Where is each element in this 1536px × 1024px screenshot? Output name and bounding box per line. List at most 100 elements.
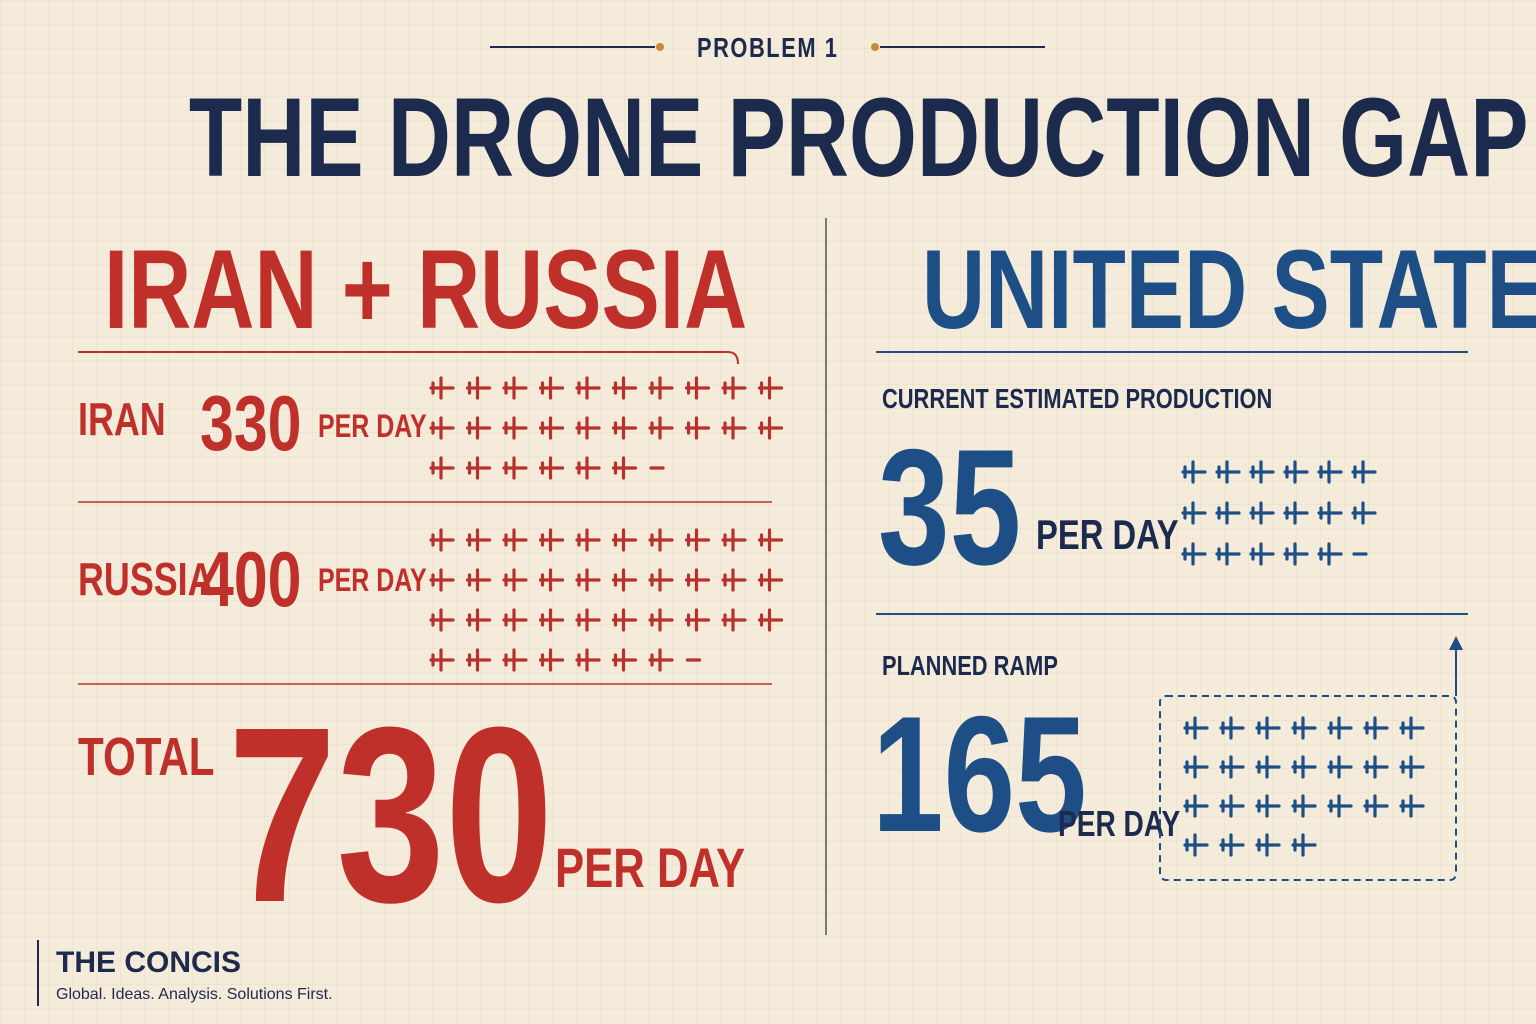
right-heading: UNITED STATES [922, 227, 1536, 352]
drone-icon [465, 568, 492, 592]
drone-icon [502, 456, 528, 480]
drone-icon [648, 648, 674, 672]
drone-icon [575, 568, 601, 592]
drone-icon [721, 608, 747, 632]
row-label: RUSSIA [78, 553, 214, 605]
tagline: Global. Ideas. Analysis. Solutions First… [56, 986, 333, 1003]
drone-icon [648, 416, 674, 440]
drone-icon [1283, 501, 1309, 525]
row-value: 330 [200, 379, 302, 467]
drone-icon [429, 416, 455, 440]
drone-icon [465, 416, 492, 440]
drone-icon [1283, 542, 1309, 566]
total-label: TOTAL [78, 727, 215, 787]
drone-icon [429, 648, 455, 672]
drone-icon [1181, 542, 1207, 566]
drone-icon [538, 608, 565, 632]
current-unit: PER DAY [1036, 511, 1179, 558]
drone-icon [429, 568, 455, 592]
drone-icon [538, 528, 565, 552]
drone-icon [757, 528, 784, 552]
drone-icon [611, 528, 638, 552]
drone-icon [1399, 755, 1425, 779]
drone-icon [611, 648, 638, 672]
drone-icon [538, 376, 565, 400]
drone-icon [757, 416, 784, 440]
drone-icon [575, 608, 601, 632]
drone-icon [1399, 794, 1425, 818]
drone-icon [1291, 716, 1317, 740]
kicker-wrap: PROBLEM 1 [0, 34, 1536, 62]
drone-icon [502, 528, 528, 552]
drone-icon [611, 376, 638, 400]
drone-icon [1183, 794, 1209, 818]
drone-icon [502, 608, 528, 632]
drone-icon [1215, 542, 1241, 566]
drone-icon [1219, 755, 1245, 779]
drone-icon [721, 376, 747, 400]
drone-icon [538, 568, 565, 592]
total-value: 730 [228, 675, 554, 954]
drone-icon [465, 608, 492, 632]
drone-icon [1363, 794, 1389, 818]
drone-icon [575, 648, 601, 672]
drone-icon [648, 568, 674, 592]
drone-icon [684, 376, 711, 400]
drone-icon [502, 568, 528, 592]
drone-icon [429, 528, 455, 552]
drone-icon [1399, 716, 1425, 740]
kicker: PROBLEM 1 [697, 32, 839, 63]
drone-icon [648, 528, 674, 552]
drone-icon [1317, 542, 1343, 566]
drone-icon [1249, 460, 1275, 484]
drone-icon [1219, 794, 1245, 818]
drone-icon [684, 608, 711, 632]
drone-icon [575, 416, 601, 440]
planned-value: 165 [872, 682, 1087, 866]
drone-icon [1215, 501, 1241, 525]
drone-icon [429, 608, 455, 632]
drone-icon [684, 528, 711, 552]
title-wrap: THE DRONE PRODUCTION GAP [0, 82, 1536, 194]
drone-icon [1283, 460, 1309, 484]
drone-icon [575, 376, 601, 400]
drone-icon [1183, 833, 1209, 857]
drone-icon [465, 648, 492, 672]
drone-icon [757, 568, 784, 592]
drone-icon [502, 648, 528, 672]
drone-icon [1255, 794, 1281, 818]
drone-icon [1363, 755, 1389, 779]
drone-icon [1317, 460, 1343, 484]
row-value: 400 [200, 535, 302, 623]
drone-icon [648, 608, 674, 632]
drone-icon [721, 416, 747, 440]
drone-icon [721, 528, 747, 552]
drone-icon [575, 456, 601, 480]
drone-icon [1291, 833, 1317, 857]
drone-icon [1183, 716, 1209, 740]
total-unit: PER DAY [555, 836, 746, 899]
drone-icon [465, 456, 492, 480]
drone-icon [1351, 460, 1377, 484]
drone-icon [465, 376, 492, 400]
drone-icon [538, 416, 565, 440]
row-unit: PER DAY [318, 408, 427, 444]
drone-icon [1219, 833, 1245, 857]
row-unit: PER DAY [318, 562, 427, 598]
drone-icon [538, 648, 565, 672]
drone-icon [1327, 755, 1353, 779]
brand: THE CONCIS [56, 946, 242, 979]
drone-icon [1255, 833, 1281, 857]
ornament [871, 43, 879, 51]
ramp-arrow-head [1449, 636, 1463, 650]
section-label: PLANNED RAMP [882, 650, 1058, 681]
drone-icon [757, 376, 784, 400]
drone-icon [611, 568, 638, 592]
drone-icon [1351, 501, 1377, 525]
drone-icon [1249, 501, 1275, 525]
drone-icon [465, 528, 492, 552]
drone-icon [1317, 501, 1343, 525]
dashed-box [1159, 695, 1457, 881]
